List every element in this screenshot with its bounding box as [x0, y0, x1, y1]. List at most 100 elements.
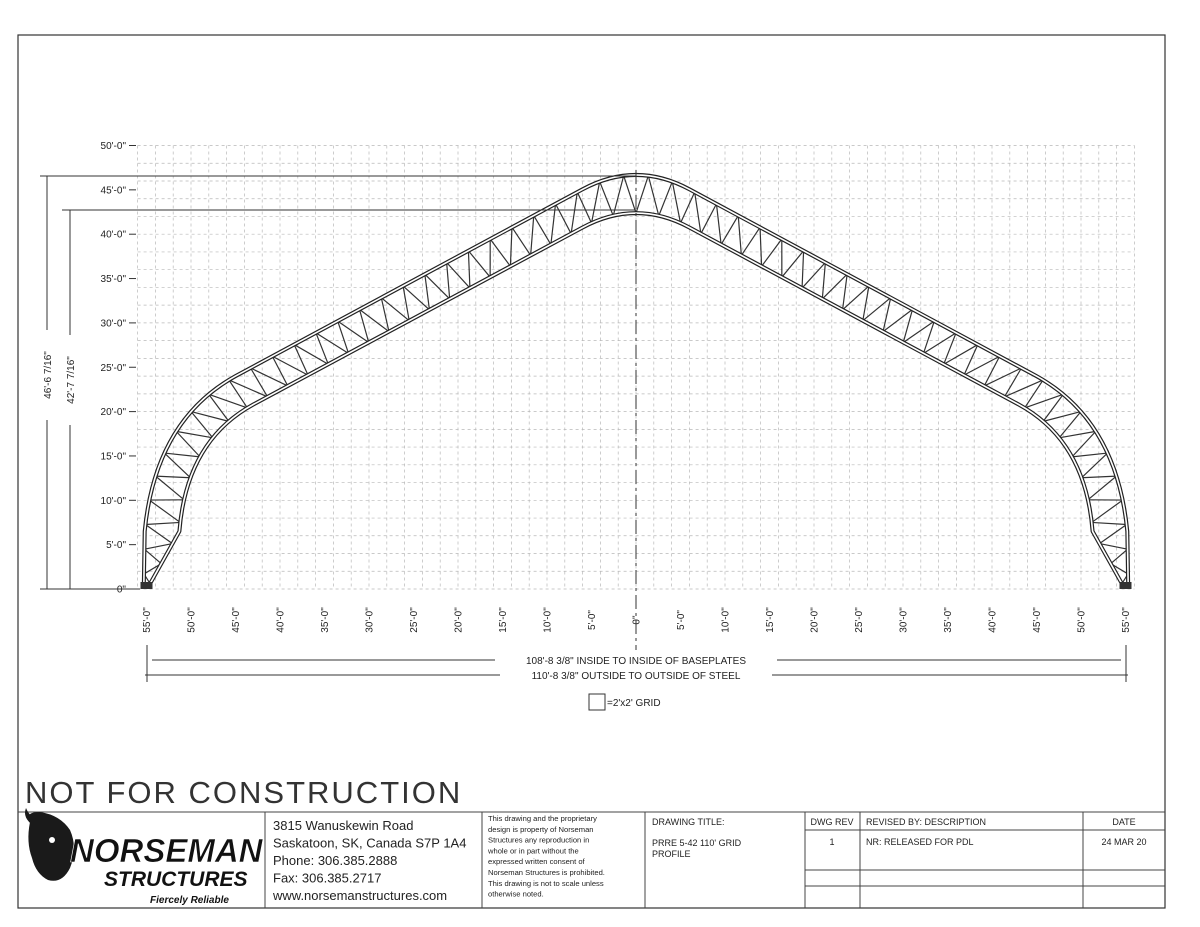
- x-label: 30'-0": [365, 607, 376, 633]
- disclaimer-line: Structures any reproduction in: [488, 836, 589, 845]
- truss-web: [164, 452, 201, 458]
- dim-label: 108'-8 3/8" INSIDE TO INSIDE OF BASEPLAT…: [526, 656, 746, 667]
- revised: NR: RELEASED FOR PDL: [866, 837, 974, 847]
- truss-web: [402, 285, 430, 311]
- truss-web: [190, 411, 214, 439]
- truss-web: [623, 175, 637, 214]
- truss-web: [190, 411, 229, 422]
- truss-web: [1071, 430, 1097, 458]
- x-label: 10'-0": [721, 607, 732, 633]
- truss-web: [740, 226, 761, 256]
- truss-web: [576, 191, 593, 224]
- truss-web: [1004, 379, 1044, 398]
- address-line: Phone: 306.385.2888: [273, 853, 397, 868]
- truss-web: [943, 332, 957, 365]
- y-label: 35'-0": [101, 274, 127, 285]
- grid-legend-box: [588, 693, 606, 711]
- truss-web: [208, 393, 230, 422]
- truss-web: [658, 181, 673, 216]
- truss-web: [694, 192, 702, 234]
- truss-web: [176, 430, 213, 439]
- truss-web: [424, 273, 451, 300]
- truss-web: [1081, 475, 1117, 479]
- x-label: 25'-0": [409, 607, 420, 633]
- truss-web: [293, 344, 309, 376]
- truss-web: [446, 262, 451, 299]
- truss-web: [530, 215, 535, 256]
- sheet-border: [17, 34, 1166, 909]
- y-label: 40'-0": [101, 230, 127, 241]
- dim-gap: [495, 654, 777, 666]
- truss-web: [923, 332, 957, 354]
- x-label: 15'-0": [498, 607, 509, 633]
- truss-web: [902, 309, 914, 343]
- truss-web: [715, 203, 722, 245]
- truss-web: [1110, 548, 1128, 565]
- truss-web: [902, 320, 935, 343]
- x-label: 20'-0": [810, 607, 821, 633]
- truss-web: [842, 285, 870, 311]
- truss-web: [963, 355, 1000, 376]
- truss-web: [882, 297, 892, 332]
- logo-name: NORSEMAN: [70, 832, 264, 869]
- address-line: Fax: 306.385.2717: [273, 871, 381, 886]
- truss-web: [1081, 452, 1108, 479]
- truss-web: [144, 543, 173, 550]
- truss-web: [467, 250, 491, 278]
- truss-web: [647, 175, 660, 216]
- truss-web: [1024, 379, 1044, 409]
- disclaimer-line: otherwise noted.: [488, 890, 544, 899]
- address: 3815 Wanuskewin Road Saskatoon, SK, Canad…: [272, 818, 466, 903]
- y-label: 10'-0": [101, 496, 127, 507]
- date-label: DATE: [1112, 817, 1135, 827]
- truss-web: [1042, 393, 1064, 422]
- truss-web: [882, 308, 913, 333]
- truss-web: [590, 181, 601, 224]
- truss-web: [943, 344, 979, 365]
- logo-tagline: Fiercely Reliable: [150, 895, 229, 906]
- x-label: 45'-0": [231, 607, 242, 633]
- disclaimer-line: This drawing is not to scale unless: [488, 879, 604, 888]
- x-label: 30'-0": [899, 607, 910, 633]
- truss-web: [175, 430, 201, 458]
- truss-web: [271, 355, 289, 387]
- dim-label: 46'-6 7/16": [43, 351, 54, 399]
- disclaimer-line: expressed written consent of: [488, 857, 586, 866]
- y-label: 45'-0": [101, 185, 127, 196]
- truss-web: [272, 355, 309, 376]
- x-label: 50'-0": [1077, 607, 1088, 633]
- truss-web: [359, 308, 390, 333]
- truss-web: [841, 274, 848, 310]
- address-line: Saskatoon, SK, Canada S7P 1A4: [273, 836, 466, 851]
- grid-legend: =2'x2' GRID: [607, 698, 661, 709]
- truss-web: [1091, 499, 1123, 523]
- x-label: 55'-0": [142, 607, 153, 633]
- truss-web: [983, 367, 1022, 387]
- truss-web: [1091, 521, 1127, 526]
- truss-web: [1059, 430, 1096, 439]
- x-label: 20'-0": [454, 607, 465, 633]
- truss-web: [1003, 367, 1022, 398]
- truss-web: [380, 297, 410, 322]
- address-line: 3815 Wanuskewin Road: [273, 818, 413, 833]
- dwg-rev-label: DWG REV: [810, 817, 853, 827]
- truss-webs: [143, 175, 1129, 585]
- truss-web: [1024, 393, 1064, 409]
- drawing-title: PRRE 5-42 110' GRID: [652, 838, 742, 848]
- truss-web: [781, 250, 805, 278]
- truss-web: [511, 226, 532, 256]
- truss-web: [533, 215, 552, 245]
- logo-bison: [28, 812, 74, 881]
- logo-horn: [25, 808, 40, 826]
- dim-gap: [500, 669, 772, 681]
- y-label: 50'-0": [101, 141, 127, 152]
- truss-web: [679, 191, 696, 224]
- disclaimer-line: whole or in part without the: [487, 846, 579, 855]
- address-line: www.norsemanstructures.com: [272, 888, 447, 903]
- truss-web: [250, 367, 269, 398]
- truss-web: [1099, 524, 1127, 545]
- truss-web: [612, 175, 625, 216]
- truss-web: [208, 393, 248, 409]
- x-label: 40'-0": [988, 607, 999, 633]
